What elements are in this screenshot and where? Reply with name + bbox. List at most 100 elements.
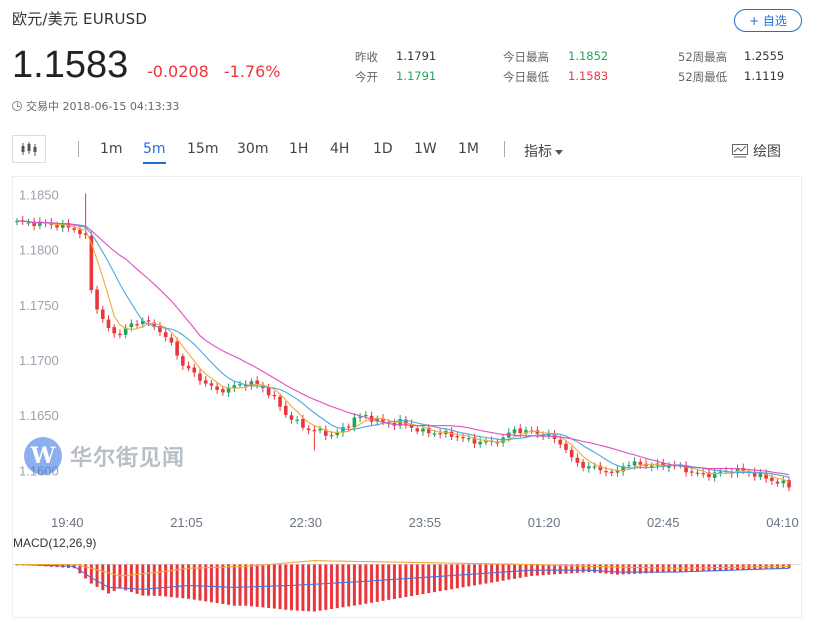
stat-label: 52周最低 xyxy=(678,70,728,84)
macd-histogram-bar xyxy=(410,564,414,596)
candle-body xyxy=(272,395,277,397)
candle-body xyxy=(301,418,305,428)
candle-body xyxy=(89,235,94,291)
candle-body xyxy=(667,465,671,468)
interval-4h[interactable]: 4H xyxy=(330,141,350,157)
stat-value: 1.1583 xyxy=(568,69,609,83)
stat-label: 今日最高 xyxy=(503,50,549,64)
candle-body xyxy=(478,441,482,445)
chart-type-button[interactable] xyxy=(12,135,46,163)
interval-30m[interactable]: 30m xyxy=(237,141,269,157)
candle-body xyxy=(198,373,202,381)
candle-body xyxy=(558,439,563,445)
macd-histogram-bar xyxy=(118,564,122,589)
macd-histogram-bar xyxy=(461,564,465,588)
macd-histogram-bar xyxy=(398,564,402,598)
macd-histogram-bar xyxy=(615,564,619,575)
candle-body xyxy=(438,433,442,435)
candle-body xyxy=(106,319,111,328)
candle-body xyxy=(129,323,134,328)
macd-label: MACD(12,26,9) xyxy=(13,536,96,550)
macd-histogram-bar xyxy=(335,564,339,609)
candle-body xyxy=(341,427,345,433)
interval-5m[interactable]: 5m xyxy=(143,141,166,164)
candle-body xyxy=(587,466,591,469)
candle-body xyxy=(421,428,425,432)
macd-histogram-bar xyxy=(89,564,93,584)
interval-1d[interactable]: 1D xyxy=(373,141,393,157)
candle-body xyxy=(787,480,791,488)
interval-1w[interactable]: 1W xyxy=(414,141,437,157)
macd-histogram-bar xyxy=(432,564,436,593)
macd-histogram-bar xyxy=(164,564,168,597)
candle-body xyxy=(95,289,99,310)
toolbar-divider xyxy=(78,141,79,157)
candle-body xyxy=(627,465,631,467)
candle-body xyxy=(238,384,242,386)
candle-body xyxy=(100,309,105,319)
macd-histogram-bar xyxy=(593,564,597,573)
candle-body xyxy=(232,385,237,389)
x-tick-label: 02:45 xyxy=(647,515,680,530)
macd-histogram-bar xyxy=(301,564,305,611)
candle-body xyxy=(364,414,368,417)
macd-histogram-bar xyxy=(135,564,139,594)
macd-histogram-bar xyxy=(421,564,425,595)
candle-body xyxy=(770,477,774,481)
toolbar-divider xyxy=(504,141,505,157)
add-watchlist-button[interactable]: + 自选 xyxy=(734,9,802,32)
candle-body xyxy=(695,472,700,474)
price-change-pct: -1.76% xyxy=(223,62,281,81)
candle-body xyxy=(163,332,168,338)
macd-histogram-bar xyxy=(244,564,248,606)
macd-histogram-bar xyxy=(198,564,202,601)
macd-histogram-bar xyxy=(370,564,374,603)
interval-15m[interactable]: 15m xyxy=(187,141,219,157)
macd-histogram-bar xyxy=(581,564,585,573)
candle-body xyxy=(398,419,402,426)
candle-body xyxy=(324,429,328,436)
x-tick-label: 22:30 xyxy=(289,515,322,530)
candle-body xyxy=(781,480,786,484)
draw-tool-button[interactable]: 绘图 xyxy=(732,141,781,161)
macd-histogram-bar xyxy=(312,564,316,612)
candle-body xyxy=(226,387,231,393)
candle-body xyxy=(484,441,488,443)
candle-body xyxy=(146,320,151,322)
macd-histogram-bar xyxy=(455,564,459,589)
indicator-dropdown[interactable]: 指标 xyxy=(524,141,563,161)
chart-panel[interactable]: 1.18501.18001.17501.17001.16501.160019:4… xyxy=(12,176,802,618)
macd-histogram-bar xyxy=(324,564,328,610)
candle-body xyxy=(192,367,197,373)
macd-histogram-bar xyxy=(570,564,574,574)
macd-histogram-bar xyxy=(450,564,454,590)
last-price: 1.1583 xyxy=(12,44,129,86)
candle-body xyxy=(455,436,460,438)
x-tick-label: 19:40 xyxy=(51,515,84,530)
caret-down-icon xyxy=(555,149,563,155)
macd-histogram-bar xyxy=(221,564,225,604)
candle-body xyxy=(55,225,59,228)
candle-body xyxy=(707,472,711,478)
macd-histogram-bar xyxy=(232,564,236,606)
macd-histogram-bar xyxy=(633,564,637,574)
watermark-logo: W xyxy=(24,437,62,475)
candle-body xyxy=(518,428,523,434)
macd-histogram-bar xyxy=(438,564,442,592)
macd-dea-line xyxy=(17,560,790,577)
macd-histogram-bar xyxy=(147,564,151,596)
candle-body xyxy=(72,228,76,230)
clock-icon xyxy=(12,101,22,111)
macd-histogram-bar xyxy=(610,564,614,575)
macd-histogram-bar xyxy=(387,564,391,600)
interval-1mo[interactable]: 1M xyxy=(458,141,479,157)
interval-1m[interactable]: 1m xyxy=(100,141,123,157)
stat-open: 今开 1.1791 xyxy=(355,69,436,85)
draw-label: 绘图 xyxy=(753,144,781,160)
x-tick-label: 23:55 xyxy=(409,515,442,530)
interval-1h[interactable]: 1H xyxy=(289,141,309,157)
candle-body xyxy=(186,365,191,369)
candle-body xyxy=(209,383,214,386)
candle-body xyxy=(547,434,551,436)
candle-body xyxy=(718,471,723,473)
